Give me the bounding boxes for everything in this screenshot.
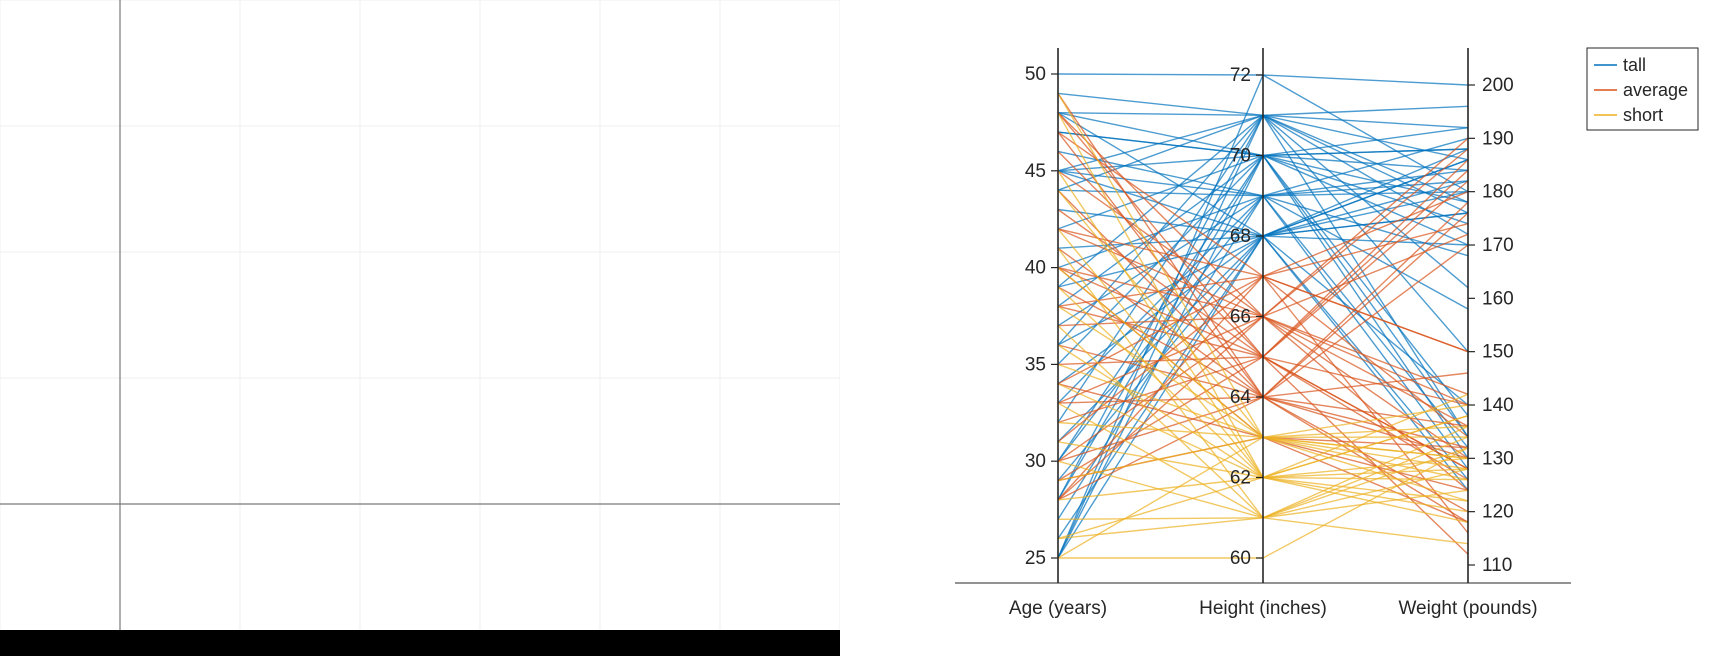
tick-label: 40: [1025, 258, 1046, 279]
tick-label: 35: [1025, 354, 1046, 375]
empty-axes-plot: [0, 0, 841, 656]
tick-label: 66: [1230, 307, 1251, 328]
tick-label: 150: [1482, 342, 1514, 363]
empty-axes-panel: [0, 0, 841, 656]
legend: tall average short: [1586, 47, 1699, 131]
tick-label: 180: [1482, 182, 1514, 203]
tick-label: 190: [1482, 128, 1514, 149]
axis-label: Age (years): [1009, 598, 1107, 619]
legend-label-tall: tall: [1623, 55, 1646, 75]
tick-label: 110: [1482, 555, 1512, 576]
tick-label: 120: [1482, 502, 1514, 523]
legend-label-short: short: [1623, 105, 1663, 125]
grid-lines: [0, 0, 841, 630]
tick-label: 25: [1025, 548, 1046, 569]
tick-label: 64: [1230, 387, 1252, 408]
tick-label: 68: [1230, 226, 1251, 247]
tick-label: 70: [1230, 146, 1251, 167]
legend-label-average: average: [1623, 80, 1688, 100]
tick-label: 170: [1482, 235, 1514, 256]
tick-label: 140: [1482, 395, 1514, 416]
black-footer-bar: [0, 630, 840, 656]
vertical-axes: 25 30 35 40 45 50 Age (years) 60 62 64 66 68 70 72 Hei…: [1009, 48, 1538, 619]
axis-label: Height (inches): [1199, 598, 1327, 619]
legend-box: [1586, 47, 1699, 131]
parallel-coordinates-panel: 25 30 35 40 45 50 Age (years) 60 62 64 66 68 70 72 Hei…: [840, 0, 1715, 656]
tick-label: 60: [1230, 548, 1251, 569]
axis-label: Weight (pounds): [1398, 598, 1537, 619]
tick-label: 130: [1482, 448, 1514, 469]
tick-label: 200: [1482, 75, 1514, 96]
axis-lines: [0, 0, 840, 630]
tick-label: 50: [1025, 64, 1046, 85]
tick-label: 72: [1230, 65, 1251, 86]
tick-label: 160: [1482, 288, 1514, 309]
tick-label: 45: [1025, 161, 1046, 182]
tick-label: 62: [1230, 468, 1251, 489]
tick-label: 30: [1025, 451, 1046, 472]
parallel-coordinates-chart: 25 30 35 40 45 50 Age (years) 60 62 64 66 68 70 72 Hei…: [955, 47, 1699, 619]
